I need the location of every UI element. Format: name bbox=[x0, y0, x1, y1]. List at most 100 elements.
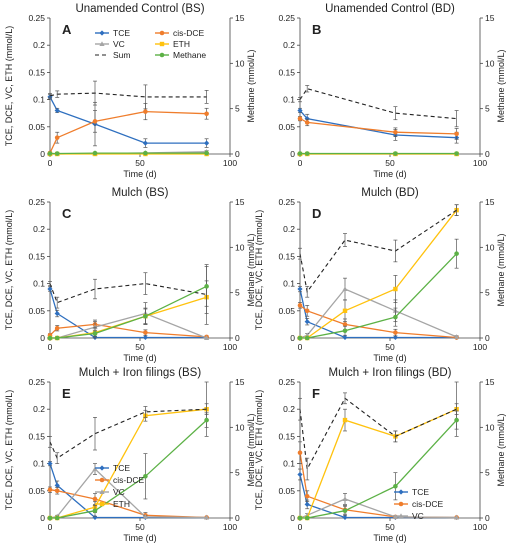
x-tick-label: 0 bbox=[48, 522, 53, 532]
data-point bbox=[393, 483, 398, 489]
legend-label: ETH bbox=[173, 39, 190, 49]
legend: TCE cis-DCE VC bbox=[394, 487, 443, 521]
y2-tick-label: 15 bbox=[485, 13, 495, 23]
data-point bbox=[54, 325, 60, 331]
y2-tick-label: 5 bbox=[485, 468, 490, 478]
series-vc bbox=[297, 277, 460, 340]
legend-marker bbox=[99, 501, 105, 507]
y-tick-label: 0.2 bbox=[283, 404, 295, 414]
y-tick-label: 0.25 bbox=[28, 13, 45, 23]
series-line bbox=[50, 312, 207, 339]
y2-tick-label: 15 bbox=[235, 13, 245, 23]
chart-panel-d: Mulch (BD) D 0 0.05 0.1 0.15 0.2 0.25 0 5 10 15 0 50 1… bbox=[254, 187, 506, 363]
chart-panel-a: Unamended Control (BS)A 0 0.05 0.1 0.15 0.2 0.… bbox=[4, 3, 256, 179]
data-point bbox=[92, 324, 98, 330]
y-axis-title: TCE, DCE, VC, ETH (mmol/L) bbox=[254, 390, 264, 511]
y-tick-label: 0.25 bbox=[278, 13, 295, 23]
y2-tick-label: 15 bbox=[485, 377, 495, 387]
data-point bbox=[454, 514, 460, 520]
data-point bbox=[54, 310, 60, 317]
data-point bbox=[92, 150, 98, 156]
legend-marker bbox=[398, 513, 404, 518]
y2-tick-label: 5 bbox=[235, 468, 240, 478]
y-tick-label: 0 bbox=[290, 149, 295, 159]
y-tick-label: 0.05 bbox=[278, 122, 295, 132]
series-line bbox=[49, 283, 207, 304]
data-point bbox=[54, 135, 60, 140]
panel-letter: C bbox=[62, 206, 72, 221]
legend-marker bbox=[159, 41, 165, 47]
data-point bbox=[143, 109, 148, 114]
series-cis-dce bbox=[47, 103, 209, 156]
y-tick-label: 0.15 bbox=[278, 67, 295, 77]
x-tick-label: 100 bbox=[473, 158, 487, 168]
data-point bbox=[454, 334, 460, 339]
data-point bbox=[342, 328, 348, 334]
series-sum bbox=[298, 381, 459, 481]
y-tick-label: 0.15 bbox=[28, 67, 45, 77]
legend-marker bbox=[99, 489, 105, 494]
data-point bbox=[297, 116, 303, 121]
data-point bbox=[54, 335, 60, 341]
data-point bbox=[54, 488, 60, 494]
x-axis-title: Time (d) bbox=[373, 169, 406, 179]
x-tick-label: 0 bbox=[298, 522, 303, 532]
data-point bbox=[297, 515, 303, 521]
data-point bbox=[304, 515, 310, 521]
series-tce bbox=[297, 107, 460, 144]
x-tick-label: 100 bbox=[223, 158, 237, 168]
y-tick-label: 0.1 bbox=[33, 459, 45, 469]
data-point bbox=[454, 131, 459, 137]
data-point bbox=[47, 335, 53, 341]
legend-label: TCE bbox=[113, 28, 130, 38]
y-tick-label: 0 bbox=[40, 149, 45, 159]
y2-axis-title: Methane (mmol/L) bbox=[246, 233, 256, 306]
data-point bbox=[92, 496, 98, 502]
data-point bbox=[204, 140, 210, 146]
series-line bbox=[49, 408, 207, 460]
y-tick-label: 0.15 bbox=[28, 251, 45, 261]
y2-axis-title: Methane (mmol/L) bbox=[246, 49, 256, 122]
y2-tick-label: 0 bbox=[235, 513, 240, 523]
y-axis-title: TCE, DCE, VC, ETH (mmol/L) bbox=[4, 210, 14, 331]
series-tce bbox=[297, 285, 460, 341]
data-point bbox=[143, 473, 148, 479]
y2-tick-label: 5 bbox=[235, 104, 240, 114]
data-point bbox=[92, 514, 98, 521]
legend-label: ETH bbox=[113, 499, 130, 509]
y-tick-label: 0.15 bbox=[278, 251, 295, 261]
y2-axis-title: Methane (mmol/L) bbox=[496, 233, 506, 306]
data-point bbox=[342, 308, 348, 313]
chart-panel-c: Mulch (BS) C 0 0.05 0.1 0.15 0.2 0.25 0 5 10 15 0 50 1… bbox=[4, 187, 256, 363]
y-tick-label: 0.25 bbox=[28, 377, 45, 387]
series-cis-dce bbox=[297, 116, 459, 140]
series-tce bbox=[47, 94, 210, 148]
series-methane bbox=[297, 151, 459, 156]
y-tick-label: 0.25 bbox=[278, 377, 295, 387]
panel-letter: D bbox=[312, 206, 321, 221]
x-axis-title: Time (d) bbox=[373, 533, 406, 543]
panel-letter: A bbox=[62, 22, 72, 37]
series-line bbox=[299, 397, 457, 471]
y-tick-label: 0.05 bbox=[28, 122, 45, 132]
y-tick-label: 0 bbox=[290, 513, 295, 523]
y2-tick-label: 10 bbox=[235, 242, 245, 252]
data-point bbox=[143, 150, 148, 156]
x-tick-label: 50 bbox=[385, 158, 395, 168]
series-sum bbox=[298, 204, 459, 298]
series-line bbox=[299, 209, 457, 294]
data-point bbox=[304, 319, 310, 325]
series-methane bbox=[297, 238, 459, 341]
data-point bbox=[342, 334, 348, 341]
series-methane bbox=[47, 150, 209, 156]
series-line bbox=[49, 92, 207, 98]
chart-panel-e: Mulch + Iron filings (BS) E 0 0.05 0.1 0.15 0.… bbox=[4, 367, 256, 543]
x-axis-title: Time (d) bbox=[123, 533, 156, 543]
x-axis-title: Time (d) bbox=[373, 353, 406, 363]
panel-letter: B bbox=[312, 22, 321, 37]
y2-tick-label: 0 bbox=[485, 513, 490, 523]
data-point bbox=[304, 493, 310, 499]
series-sum bbox=[48, 264, 209, 325]
legend-label: cis-DCE bbox=[412, 499, 443, 509]
